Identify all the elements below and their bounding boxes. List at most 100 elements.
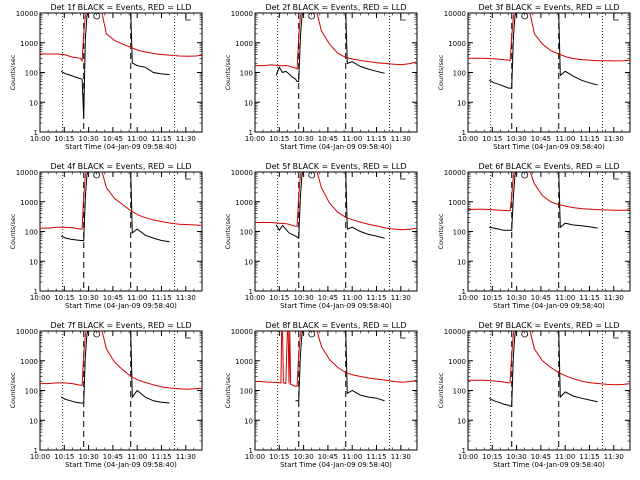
x-tick-label: 10:45 xyxy=(318,294,338,302)
x-axis-label: Start Time (04-Jan-09 09:58:40) xyxy=(493,143,605,151)
series-line-events xyxy=(60,172,170,243)
y-tick-label: 100 xyxy=(240,229,253,237)
peak-marker xyxy=(521,171,529,179)
y-tick-label: 100 xyxy=(25,388,38,396)
x-tick-label: 10:15 xyxy=(54,453,74,461)
x-tick-label: 10:45 xyxy=(103,453,123,461)
chart-title: Det 2f BLACK = Events, RED = LLD xyxy=(265,3,406,12)
y-tick-label: 10000 xyxy=(444,169,466,177)
y-tick-label: 100 xyxy=(453,70,466,78)
x-tick-label: 11:30 xyxy=(176,135,196,143)
x-tick-label: 10:45 xyxy=(531,453,551,461)
y-tick-label: 100 xyxy=(240,70,253,78)
y-tick-label: 100 xyxy=(25,70,38,78)
x-tick-label: 10:00 xyxy=(458,453,478,461)
y-tick-label: 10 xyxy=(29,258,38,266)
chart-panel-5: Det 5f BLACK = Events, RED = LLD 1 10 100 10… xyxy=(224,162,418,310)
x-tick-label: 11:15 xyxy=(366,453,386,461)
peak-marker xyxy=(521,12,529,20)
x-axis-label: Start Time (04-Jan-09 09:58:40) xyxy=(280,302,392,310)
x-axis-label: Start Time (04-Jan-09 09:58:40) xyxy=(493,302,605,310)
chart-title: Det 6f BLACK = Events, RED = LLD xyxy=(478,162,619,171)
x-tick-label: 11:00 xyxy=(342,453,362,461)
series-line-lld xyxy=(40,13,202,63)
chart-panel-4: Det 4f BLACK = Events, RED = LLD 1 10 100 10… xyxy=(9,162,203,310)
chart-title: Det 8f BLACK = Events, RED = LLD xyxy=(265,321,406,330)
x-tick-label: 10:30 xyxy=(507,135,527,143)
y-tick-label: 10000 xyxy=(231,10,253,18)
x-tick-label: 10:15 xyxy=(269,294,289,302)
x-axis-label: Start Time (04-Jan-09 09:58:40) xyxy=(280,461,392,469)
plot-frame xyxy=(467,330,631,451)
chart-panel-2: Det 2f BLACK = Events, RED = LLD 1 10 100 10… xyxy=(224,3,418,151)
x-tick-label: 10:15 xyxy=(482,294,502,302)
chart-title: Det 5f BLACK = Events, RED = LLD xyxy=(265,162,406,171)
y-tick-label: 1 xyxy=(462,447,466,455)
peak-marker xyxy=(93,330,101,338)
x-tick-label: 10:00 xyxy=(458,294,478,302)
corner-marker xyxy=(185,332,191,339)
chart-panel-6: Det 6f BLACK = Events, RED = LLD 1 10 100 10… xyxy=(437,162,631,310)
x-axis-label: Start Time (04-Jan-09 09:58:40) xyxy=(65,461,177,469)
series-line-lld xyxy=(255,331,417,387)
x-tick-label: 10:15 xyxy=(269,453,289,461)
y-tick-label: 10000 xyxy=(231,169,253,177)
y-tick-label: 100 xyxy=(25,229,38,237)
corner-marker xyxy=(613,14,619,21)
x-tick-label: 10:45 xyxy=(318,453,338,461)
x-tick-label: 10:00 xyxy=(245,135,265,143)
x-tick-label: 11:15 xyxy=(151,294,171,302)
x-tick-label: 10:15 xyxy=(482,453,502,461)
y-tick-label: 100 xyxy=(240,388,253,396)
series-line-events xyxy=(60,331,170,404)
plot-frame xyxy=(467,171,631,292)
y-tick-label: 1000 xyxy=(448,40,466,48)
chart-panel-8: Det 8f BLACK = Events, RED = LLD 1 10 100 10… xyxy=(224,321,418,469)
series-line-lld xyxy=(255,172,417,231)
y-tick-label: 1 xyxy=(462,288,466,296)
y-tick-label: 10000 xyxy=(444,328,466,336)
plot-frame xyxy=(467,12,631,133)
x-tick-label: 10:45 xyxy=(103,294,123,302)
peak-marker xyxy=(308,12,316,20)
x-tick-label: 10:45 xyxy=(318,135,338,143)
x-axis-label: Start Time (04-Jan-09 09:58:40) xyxy=(493,461,605,469)
y-tick-label: 1 xyxy=(34,129,38,137)
x-tick-label: 11:15 xyxy=(579,294,599,302)
series-line-events xyxy=(489,172,598,231)
y-tick-label: 10 xyxy=(244,417,253,425)
chart-panel-7: Det 7f BLACK = Events, RED = LLD 1 10 100 10… xyxy=(9,321,203,469)
y-tick-label: 10 xyxy=(457,99,466,107)
y-tick-label: 10 xyxy=(244,258,253,266)
x-tick-label: 11:30 xyxy=(176,453,196,461)
x-tick-label: 11:30 xyxy=(604,294,624,302)
y-tick-label: 10000 xyxy=(231,328,253,336)
series-line-events xyxy=(275,13,385,82)
x-tick-label: 10:30 xyxy=(507,294,527,302)
x-tick-label: 10:00 xyxy=(458,135,478,143)
y-axis-label: Counts/sec xyxy=(437,372,445,408)
x-tick-label: 11:00 xyxy=(342,294,362,302)
x-tick-label: 11:15 xyxy=(579,453,599,461)
y-tick-label: 10 xyxy=(457,417,466,425)
corner-marker xyxy=(613,332,619,339)
chart-title: Det 9f BLACK = Events, RED = LLD xyxy=(478,321,619,330)
x-tick-label: 11:30 xyxy=(176,294,196,302)
x-tick-label: 11:30 xyxy=(391,135,411,143)
x-tick-label: 10:30 xyxy=(79,135,99,143)
y-tick-label: 1 xyxy=(462,129,466,137)
y-tick-label: 10000 xyxy=(16,10,38,18)
x-tick-label: 10:00 xyxy=(30,453,50,461)
x-axis-label: Start Time (04-Jan-09 09:58:40) xyxy=(65,143,177,151)
corner-marker xyxy=(185,14,191,21)
x-tick-label: 10:15 xyxy=(54,135,74,143)
peak-marker xyxy=(308,171,316,179)
y-axis-label: Counts/sec xyxy=(437,213,445,249)
x-tick-label: 11:15 xyxy=(151,453,171,461)
x-tick-label: 11:30 xyxy=(604,135,624,143)
y-axis-label: Counts/sec xyxy=(224,54,232,90)
x-tick-label: 11:15 xyxy=(579,135,599,143)
x-tick-label: 10:00 xyxy=(30,294,50,302)
y-tick-label: 10000 xyxy=(444,10,466,18)
